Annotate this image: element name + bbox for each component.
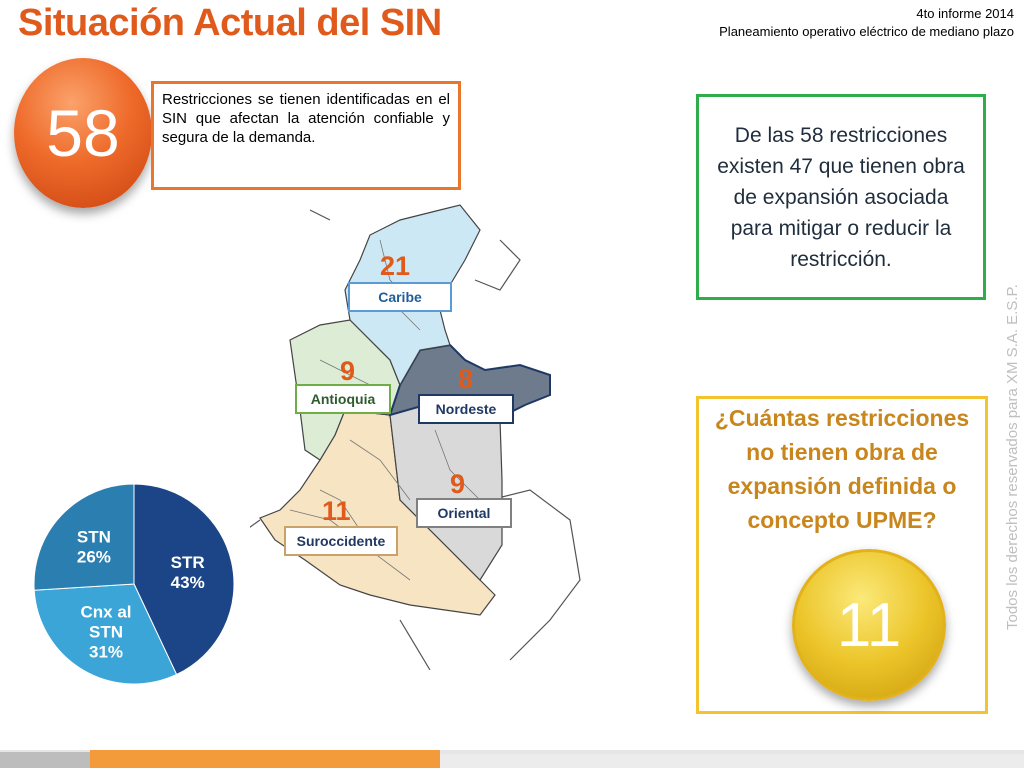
region-label-oriental: Oriental xyxy=(416,498,512,528)
region-label-suroccidente: Suroccidente xyxy=(284,526,398,556)
pie-labels: STR 43% Cnx al STN 31% STN 26% xyxy=(77,527,205,661)
region-count-caribe: 21 xyxy=(380,251,410,281)
region-count-nordeste: 8 xyxy=(458,364,473,394)
answer-count: 11 xyxy=(836,590,902,660)
report-edition: 4to informe 2014 xyxy=(916,6,1014,21)
question-text: ¿Cuántas restricciones no tienen obra de… xyxy=(714,405,970,533)
expansion-info-text: De las 58 restricciones existen 47 que t… xyxy=(717,123,965,271)
pie-slice-stn xyxy=(33,483,135,591)
pie-label-str: STR 43% xyxy=(171,553,205,592)
restrictions-description-box: Restricciones se tienen identificadas en… xyxy=(151,81,461,190)
copyright-note: Todos los derechos reservados para XM S.… xyxy=(1004,284,1021,630)
expansion-info-box: De las 58 restricciones existen 47 que t… xyxy=(696,94,986,300)
region-count-antioquia: 9 xyxy=(340,356,355,386)
pie-slice-str xyxy=(133,483,235,676)
colombia-region-map: 21 9 8 9 11 xyxy=(250,204,581,670)
region-count-suroccidente: 11 xyxy=(322,496,351,526)
pie-label-cnx-al-stn: Cnx al STN 31% xyxy=(80,602,131,661)
restrictions-count: 58 xyxy=(46,96,120,170)
question-box: ¿Cuántas restricciones no tienen obra de… xyxy=(696,396,988,714)
pie-slice-cnx-al-stn xyxy=(33,583,178,685)
neighbor-outlines xyxy=(250,209,581,670)
bottom-decorative-bar xyxy=(0,750,1024,768)
page-title: Situación Actual del SIN xyxy=(18,2,442,44)
restriction-type-pie-chart: STR 43% Cnx al STN 31% STN 26% xyxy=(33,483,235,685)
region-label-antioquia: Antioquia xyxy=(295,384,391,414)
region-count-oriental: 9 xyxy=(450,469,465,499)
restrictions-count-badge: 58 xyxy=(14,58,152,208)
pie-slices xyxy=(33,483,235,685)
report-subtitle: Planeamiento operativo eléctrico de medi… xyxy=(719,24,1014,39)
answer-badge: 11 xyxy=(792,549,946,701)
restrictions-description: Restricciones se tienen identificadas en… xyxy=(162,91,450,146)
region-label-nordeste: Nordeste xyxy=(418,394,514,424)
region-label-caribe: Caribe xyxy=(348,282,452,312)
pie-label-stn: STN 26% xyxy=(77,527,111,566)
